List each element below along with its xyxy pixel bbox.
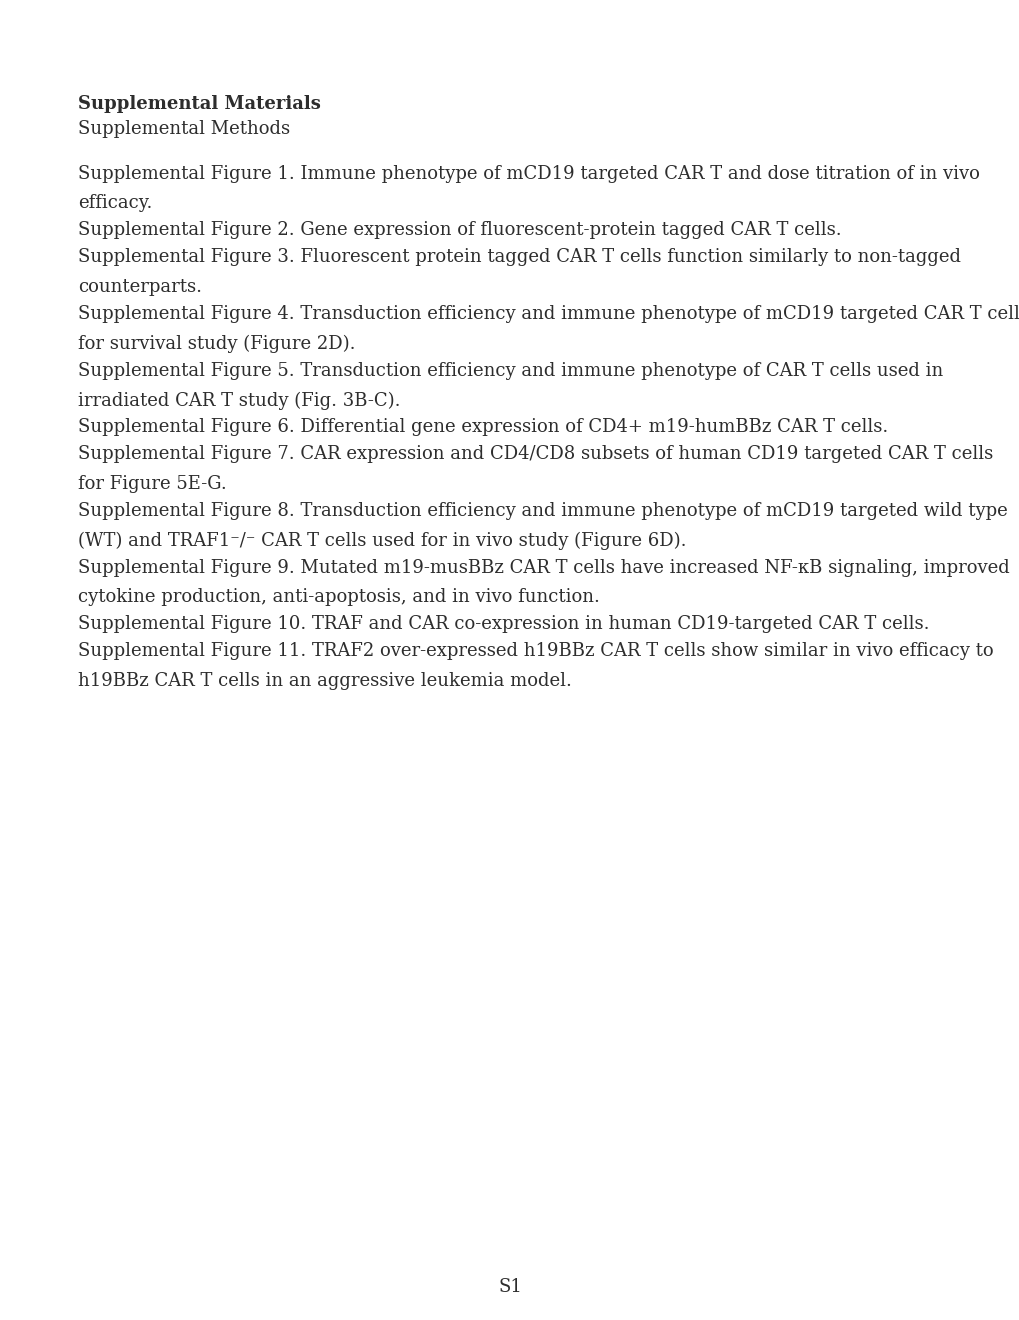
Text: Supplemental Figure 6. Differential gene expression of CD4+ m19-humBBz CAR T cel: Supplemental Figure 6. Differential gene… [77,418,888,437]
Text: Supplemental Figure 9. Mutated m19-musBBz CAR T cells have increased NF-κB signa: Supplemental Figure 9. Mutated m19-musBB… [77,558,1009,577]
Text: Supplemental Figure 7. CAR expression and CD4/CD8 subsets of human CD19 targeted: Supplemental Figure 7. CAR expression an… [77,445,993,463]
Text: for survival study (Figure 2D).: for survival study (Figure 2D). [77,335,356,352]
Text: Supplemental Figure 5. Transduction efficiency and immune phenotype of CAR T cel: Supplemental Figure 5. Transduction effi… [77,362,943,380]
Text: Supplemental Figure 2. Gene expression of fluorescent-protein tagged CAR T cells: Supplemental Figure 2. Gene expression o… [77,222,841,239]
Text: counterparts.: counterparts. [77,279,202,296]
Text: Supplemental Materials: Supplemental Materials [77,95,321,114]
Text: Supplemental Figure 11. TRAF2 over-expressed h19BBz CAR T cells show similar in : Supplemental Figure 11. TRAF2 over-expre… [77,643,993,660]
Text: S1: S1 [497,1278,522,1296]
Text: Supplemental Figure 10. TRAF and CAR co-expression in human CD19-targeted CAR T : Supplemental Figure 10. TRAF and CAR co-… [77,615,928,634]
Text: cytokine production, anti-apoptosis, and in vivo function.: cytokine production, anti-apoptosis, and… [77,589,599,606]
Text: Supplemental Figure 1. Immune phenotype of mCD19 targeted CAR T and dose titrati: Supplemental Figure 1. Immune phenotype … [77,165,979,182]
Text: Supplemental Figure 8. Transduction efficiency and immune phenotype of mCD19 tar: Supplemental Figure 8. Transduction effi… [77,502,1007,520]
Text: efficacy.: efficacy. [77,194,152,213]
Text: Supplemental Figure 3. Fluorescent protein tagged CAR T cells function similarly: Supplemental Figure 3. Fluorescent prote… [77,248,960,267]
Text: h19BBz CAR T cells in an aggressive leukemia model.: h19BBz CAR T cells in an aggressive leuk… [77,672,572,690]
Text: Supplemental Methods: Supplemental Methods [77,120,289,137]
Text: Supplemental Figure 4. Transduction efficiency and immune phenotype of mCD19 tar: Supplemental Figure 4. Transduction effi… [77,305,1019,323]
Text: irradiated CAR T study (Fig. 3B-C).: irradiated CAR T study (Fig. 3B-C). [77,392,400,409]
Text: for Figure 5E-G.: for Figure 5E-G. [77,475,226,494]
Text: (WT) and TRAF1⁻/⁻ CAR T cells used for in vivo study (Figure 6D).: (WT) and TRAF1⁻/⁻ CAR T cells used for i… [77,532,686,550]
